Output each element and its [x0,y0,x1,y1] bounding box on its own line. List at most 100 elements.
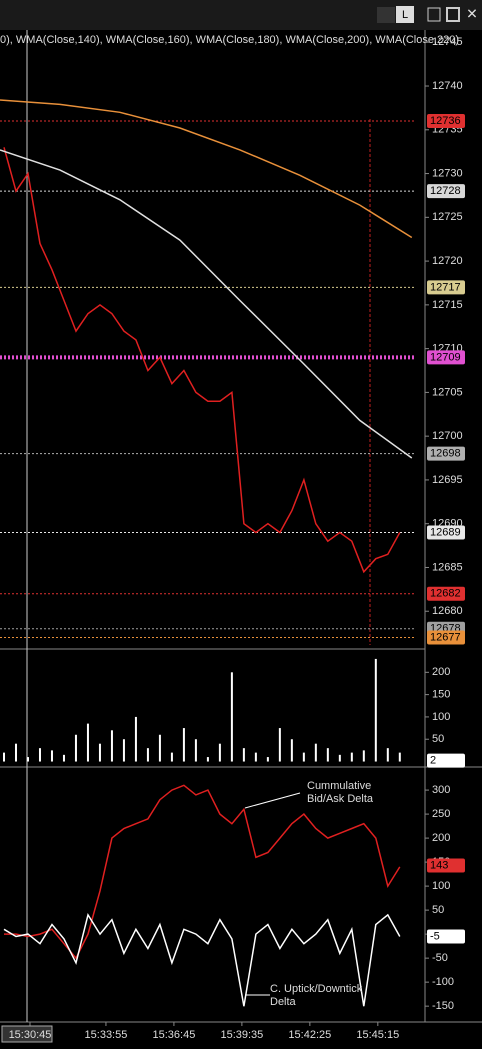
volume-bar [206,757,209,762]
value-marker-label: 12698 [430,448,461,460]
series-line [3,147,401,574]
value-marker: 12717 [427,280,465,295]
value-marker-box [427,630,465,645]
y-tick-label: 200 [432,666,450,678]
y-tick-label: 12705 [432,386,463,398]
volume-bar [182,728,185,762]
value-marker-box [427,114,465,129]
volume-bar [74,734,77,762]
y-tick-label: 100 [432,711,450,723]
x-tick-label: 15:36:45 [153,1029,196,1041]
volume-bar [98,743,101,762]
x-tick-label: 15:30:45 [9,1029,52,1041]
volume-bar [86,723,89,762]
volume-bar [290,739,293,762]
volume-bar [194,739,197,762]
volume-bar [326,748,329,762]
volume-bar [134,716,137,762]
nav-button[interactable] [377,7,395,23]
volume-bar [266,757,269,762]
y-tick-label: 250 [432,808,450,820]
y-tick-label: 50 [432,733,444,745]
value-marker-box [427,858,465,873]
volume-bar [254,752,257,762]
value-marker-box [427,446,465,461]
value-marker: 12682 [427,586,465,601]
value-marker-box [427,753,465,768]
volume-bar [314,743,317,762]
value-marker: 2 [427,753,465,768]
value-marker-label: 2 [430,755,436,767]
y-tick-label: 100 [432,880,450,892]
value-marker-label: 12709 [430,351,461,363]
value-marker: 12736 [427,114,465,129]
l-button-label: L [402,9,408,21]
volume-bar [350,752,353,762]
volume-bar [62,754,65,762]
volume-bar [230,672,233,762]
value-marker-box [427,586,465,601]
annotation: C. Uptick/Downtick [270,983,363,995]
y-tick-label: 12700 [432,430,463,442]
value-marker-label: -5 [430,930,440,942]
volume-bar [386,748,389,762]
maximize-button[interactable] [446,7,460,22]
y-tick-label: 12720 [432,255,463,267]
y-tick-label: -50 [432,952,448,964]
annotation-pointer [244,792,301,809]
volume-bar [158,734,161,762]
y-tick-label: 12745 [432,36,463,48]
x-tick-label: 15:45:15 [356,1029,399,1041]
y-tick-label: 200 [432,832,450,844]
volume-bar [146,748,149,762]
value-marker: 12677 [427,630,465,645]
y-tick-label: 300 [432,784,450,796]
minimize-button[interactable] [427,7,441,22]
y-tick-label: -100 [432,976,454,988]
series-line [3,913,401,1007]
value-marker-box [427,929,465,944]
volume-bar [338,754,341,762]
value-marker: -5 [427,929,465,944]
value-marker: 12689 [427,525,465,540]
y-tick-label: 150 [432,689,450,701]
y-tick-label: 12680 [432,605,463,617]
x-tick-label: 15:39:35 [220,1029,263,1041]
annotation: Cummulative [307,780,371,792]
volume-bar [122,739,125,762]
y-tick-label: 12715 [432,299,463,311]
value-marker: 12728 [427,184,465,199]
y-tick-label: 12725 [432,211,463,223]
y-tick-label: 12730 [432,167,463,179]
series-line [4,784,401,960]
volume-bar [374,658,377,762]
value-marker-label: 12717 [430,281,461,293]
value-marker-label: 12736 [430,115,461,127]
y-tick-label: 50 [432,904,444,916]
value-marker-box [427,280,465,295]
value-marker: 12698 [427,446,465,461]
close-button[interactable]: ✕ [466,6,478,22]
value-marker-box [427,350,465,365]
y-tick-label: 12685 [432,561,463,573]
value-marker: 143 [427,858,465,873]
value-marker-box [427,184,465,199]
value-marker-label: 12677 [430,631,461,643]
y-tick-label: 12740 [432,80,463,92]
y-tick-label: 12695 [432,474,463,486]
value-marker-label: 12682 [430,588,461,600]
volume-bar [14,743,17,762]
volume-bar [362,750,365,762]
indicator-header: 0), WMA(Close,140), WMA(Close,160), WMA(… [0,34,459,46]
annotation: Bid/Ask Delta [307,793,374,805]
value-marker: 12709 [427,350,465,365]
value-marker-label: 12728 [430,185,461,197]
volume-bar [2,752,5,762]
volume-bar [26,757,29,762]
value-marker-label: 143 [430,859,448,871]
l-button[interactable] [396,6,414,23]
volume-bar [278,728,281,762]
volume-bar [398,752,401,762]
series-line [0,99,413,239]
